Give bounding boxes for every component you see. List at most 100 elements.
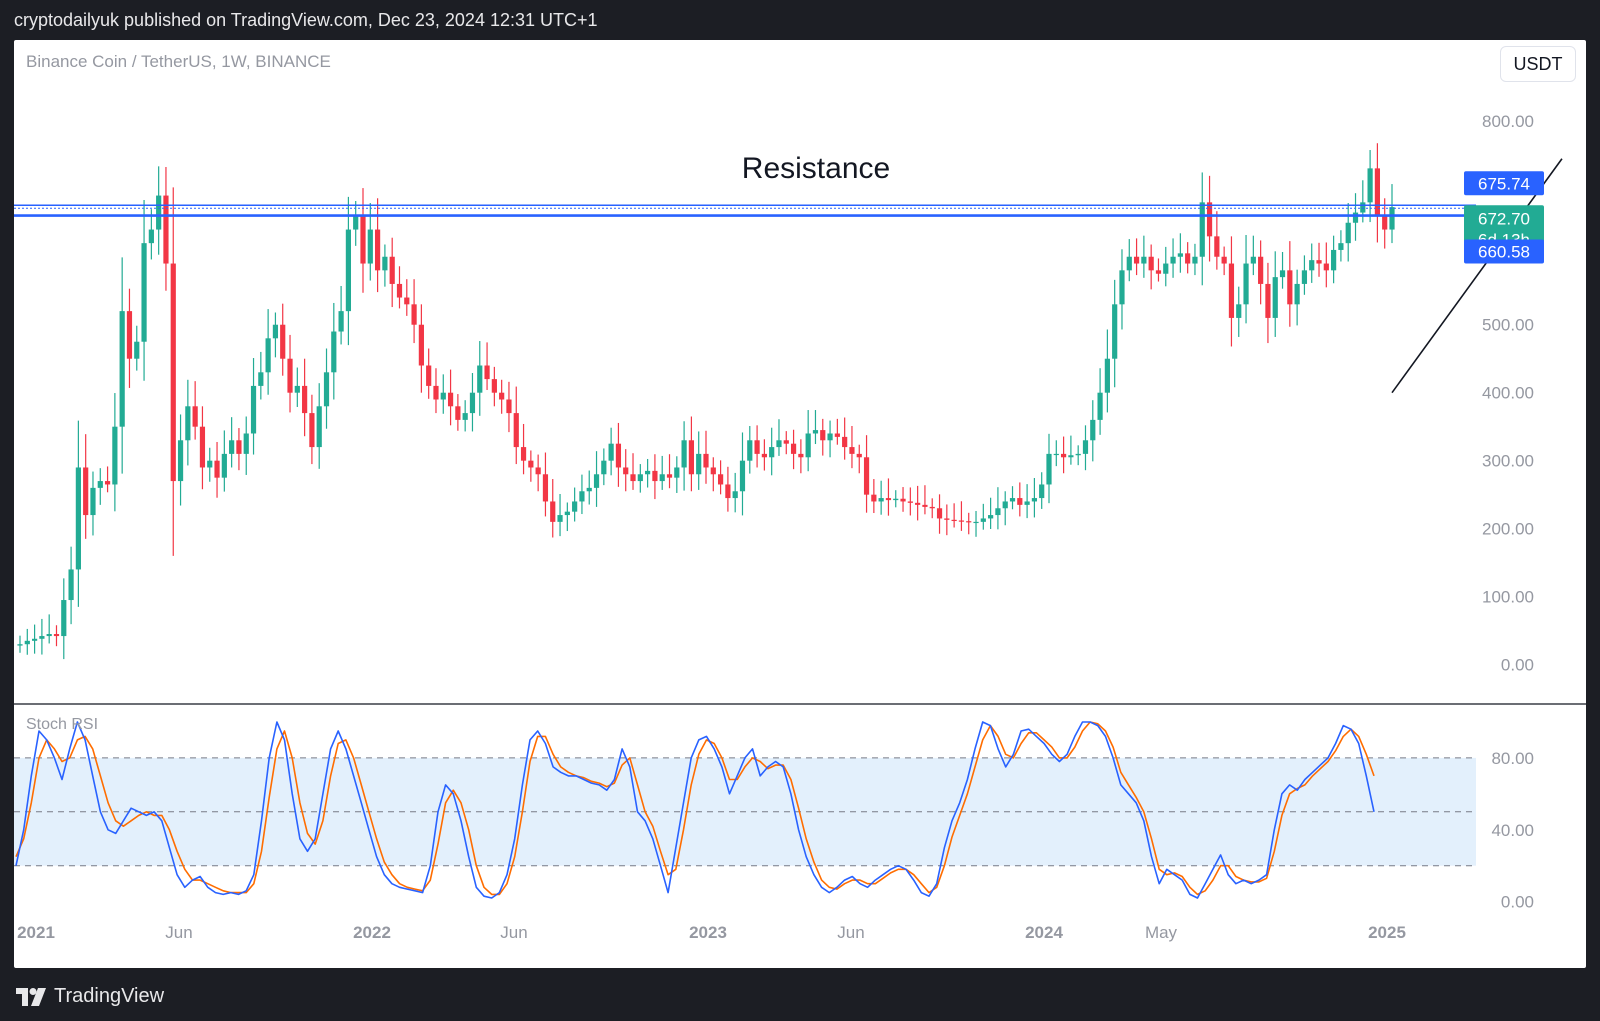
candle-body xyxy=(732,491,738,499)
candle-body xyxy=(929,506,935,509)
candle-body xyxy=(951,519,957,522)
candle-body xyxy=(812,430,819,434)
candle-body xyxy=(199,426,206,468)
candle-body xyxy=(185,406,191,441)
candle-body xyxy=(1367,168,1373,203)
price-tag-upper: 675.74 xyxy=(1464,171,1544,196)
candle-body xyxy=(1185,253,1191,264)
candle-body xyxy=(630,474,636,482)
candle-body xyxy=(484,365,490,380)
candle-body xyxy=(696,453,702,475)
candle-body xyxy=(528,460,534,468)
candle-body xyxy=(309,413,315,448)
candle-body xyxy=(623,467,629,475)
candle-body xyxy=(1243,263,1249,305)
candle-body xyxy=(601,460,607,475)
time-axis-label: 2024 xyxy=(1025,923,1063,942)
candle-body xyxy=(1177,253,1183,257)
candle-body xyxy=(323,372,330,407)
candle-body xyxy=(973,521,979,524)
candle-body xyxy=(542,474,549,502)
stoch-axis-label: 0.00 xyxy=(1501,893,1534,912)
chart-canvas[interactable]: 800.00 500.00 400.00 300.00 200.00 100.00 0.00… xyxy=(14,40,1586,968)
price-tag-lower-bg xyxy=(1464,239,1544,264)
candle-body xyxy=(447,392,454,407)
candle-body xyxy=(1236,304,1242,318)
price-axis-label: 500.00 xyxy=(1482,316,1534,335)
candle-body xyxy=(53,634,60,637)
candle-body xyxy=(156,195,162,230)
candle-body xyxy=(1163,263,1169,274)
candle-body xyxy=(659,474,665,482)
candle-body xyxy=(440,392,446,400)
candle-body xyxy=(272,324,279,339)
candle-body xyxy=(331,331,337,373)
candle-body xyxy=(265,338,271,373)
candle-body xyxy=(1141,256,1147,264)
candle-body xyxy=(1389,207,1395,230)
candle-body xyxy=(112,426,118,485)
tradingview-icon xyxy=(16,987,46,1006)
candle-body xyxy=(1301,270,1308,284)
candle-body xyxy=(141,243,147,342)
chart-panel[interactable]: 800.00 500.00 400.00 300.00 200.00 100.00 0.00… xyxy=(14,40,1586,968)
candle-body xyxy=(177,440,184,482)
candle-body xyxy=(1192,256,1198,264)
candle-body xyxy=(97,481,103,488)
price-axis-label: 400.00 xyxy=(1482,384,1534,403)
time-axis-label: 2021 xyxy=(17,923,55,942)
candle-body xyxy=(214,460,220,478)
candle-body xyxy=(360,215,366,264)
brand-name: TradingView xyxy=(54,985,165,1007)
candle-body xyxy=(805,433,811,458)
candle-body xyxy=(739,460,746,492)
candle-body xyxy=(608,443,614,461)
candle-body xyxy=(506,399,512,414)
candle-body xyxy=(338,311,344,332)
candle-body xyxy=(316,406,322,448)
candle-body xyxy=(404,297,410,305)
stoch-axis-label: 40.00 xyxy=(1491,821,1534,840)
candle-body xyxy=(46,634,52,637)
candle-body xyxy=(1309,260,1315,271)
candle-body xyxy=(491,379,497,393)
symbol-label: Binance Coin / TetherUS, 1W, BINANCE xyxy=(26,52,331,71)
price-tag-lower-text: 660.58 xyxy=(1478,243,1530,262)
candle-body xyxy=(236,440,242,454)
candle-body xyxy=(1374,168,1381,216)
price-axis-label: 800.00 xyxy=(1482,112,1534,131)
candle-body xyxy=(761,453,767,458)
candle-body xyxy=(1272,277,1278,318)
candle-body xyxy=(907,501,913,503)
candle-body xyxy=(1265,283,1271,318)
candle-body xyxy=(1068,455,1074,458)
candle-body xyxy=(637,474,643,482)
candle-body xyxy=(1039,484,1045,499)
candle-body xyxy=(615,443,622,468)
candle-body xyxy=(1382,215,1388,230)
candle-body xyxy=(119,311,125,427)
candle-body xyxy=(1199,202,1205,257)
candle-body xyxy=(557,515,563,522)
candle-body xyxy=(1155,270,1162,274)
candle-body xyxy=(39,636,45,639)
candle-body xyxy=(287,358,293,393)
candle-body xyxy=(280,324,286,359)
candle-body xyxy=(674,467,680,478)
candle-body xyxy=(995,508,1001,516)
candle-body xyxy=(477,365,483,393)
candle-body xyxy=(586,487,592,492)
candle-body xyxy=(1316,260,1322,264)
publisher-caption: cryptodailyuk published on TradingView.c… xyxy=(14,10,598,30)
candle-body xyxy=(856,453,862,458)
candle-body xyxy=(499,392,505,400)
candle-body xyxy=(250,385,257,434)
tradingview-logo[interactable]: TradingView xyxy=(16,985,164,1008)
candle-body xyxy=(170,263,176,482)
candle-body xyxy=(1017,498,1023,505)
candle-body xyxy=(1031,498,1038,502)
candle-body xyxy=(90,487,96,516)
currency-button[interactable]: USDT xyxy=(1500,46,1576,82)
candle-body xyxy=(1338,243,1344,250)
candle-body xyxy=(1294,283,1300,305)
